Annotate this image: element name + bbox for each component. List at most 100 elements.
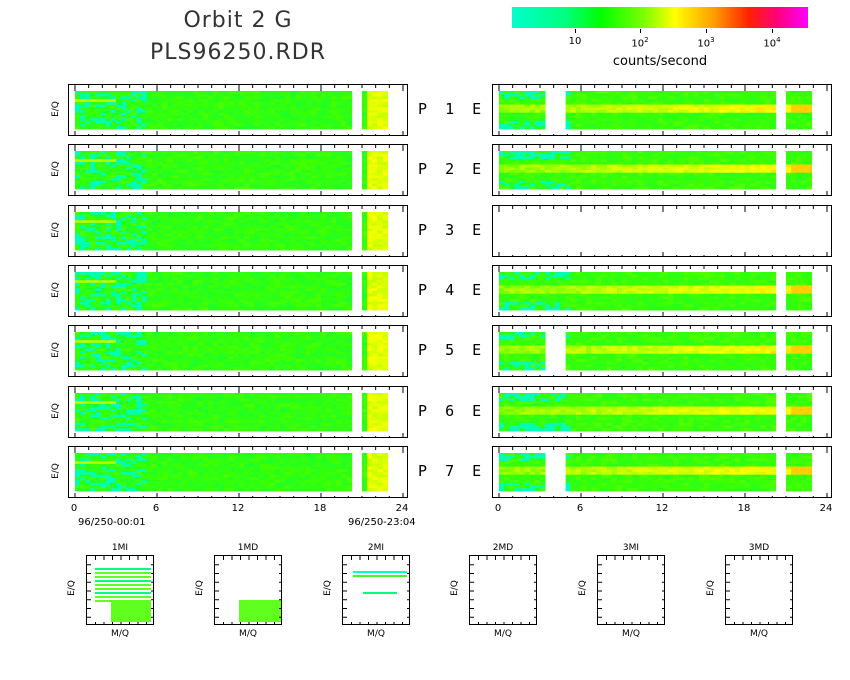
heatmap-cell (264, 288, 271, 292)
heatmap-cell (295, 170, 301, 174)
heatmap-cell (382, 159, 389, 163)
heatmap-cell (75, 153, 81, 157)
heatmap-cell (172, 272, 178, 276)
heatmap-cell (75, 285, 81, 289)
heatmap-cell (239, 304, 245, 308)
heatmap-cell (796, 104, 802, 108)
heatmap-cell (244, 233, 250, 237)
heatmap-cell (182, 288, 189, 292)
heatmap-cell (290, 236, 296, 240)
heatmap-cell (519, 175, 526, 179)
heatmap-cell (269, 118, 276, 122)
heatmap-cell (540, 159, 546, 163)
heatmap-cell (203, 156, 209, 160)
heatmap-cell (141, 178, 148, 182)
heatmap-cell (698, 93, 705, 97)
heatmap-cell (663, 93, 669, 97)
heatmap-cell (806, 175, 813, 179)
heatmap-cell (233, 280, 240, 284)
heatmap-cell (136, 291, 143, 295)
heatmap-cell (157, 183, 163, 187)
heatmap-cell (95, 115, 102, 119)
heatmap-cell (110, 151, 117, 155)
heatmap-cell (290, 159, 296, 163)
heatmap-cell (280, 225, 286, 229)
heatmap-cell (377, 96, 383, 100)
heatmap-cell (131, 222, 137, 226)
heatmap-cell (704, 161, 710, 165)
heatmap-cell (182, 291, 189, 295)
heatmap-cell (177, 220, 184, 224)
heatmap-cell (162, 123, 168, 127)
heatmap-cell (336, 217, 342, 221)
heatmap-cell (555, 161, 561, 165)
heatmap-cell (719, 153, 725, 157)
heatmap-cell (290, 239, 296, 243)
heatmap-cell (606, 107, 613, 111)
heatmap-cell (724, 164, 731, 168)
heatmap-cell (280, 115, 286, 119)
heatmap-cell (162, 167, 168, 171)
heatmap-cell (233, 212, 240, 216)
heatmap-cell (647, 118, 654, 122)
heatmap-cell (264, 282, 271, 286)
heatmap-cell (198, 186, 204, 190)
heatmap-cell (310, 110, 317, 114)
heatmap-cell (105, 107, 112, 111)
heatmap-cell (616, 115, 623, 119)
heatmap-cell (228, 175, 235, 179)
heatmap-cell (524, 96, 531, 100)
heatmap-cell (259, 239, 266, 243)
heatmap-cell (105, 233, 112, 237)
heatmap-cell (239, 274, 245, 278)
heatmap-cell (305, 101, 312, 105)
heatmap-cell (336, 99, 342, 103)
heatmap-cell (75, 101, 81, 105)
heatmap-cell (663, 164, 669, 168)
heatmap-cell (131, 101, 137, 105)
heatmap-cell (192, 180, 199, 184)
heatmap-cell (310, 101, 317, 105)
heatmap-cell (80, 239, 86, 243)
heatmap-cell (269, 293, 276, 297)
heatmap-cell (616, 123, 623, 127)
heatmap-cell (213, 126, 219, 130)
heatmap-cell (729, 101, 736, 105)
heatmap-cell (223, 123, 230, 127)
heatmap-cell (285, 231, 291, 235)
heatmap-cell (321, 101, 327, 105)
heatmap-cell (126, 293, 132, 297)
heatmap-cell (187, 167, 194, 171)
heatmap-cell (75, 217, 81, 221)
heatmap-cell (167, 291, 173, 295)
heatmap-cell (627, 115, 633, 119)
heatmap-cell (100, 156, 107, 160)
heatmap-cell (167, 307, 173, 311)
heatmap-cell (121, 101, 127, 105)
heatmap-cell (499, 104, 505, 108)
heatmap-cell (300, 153, 307, 157)
heatmap-cell (499, 180, 505, 184)
heatmap-cell (652, 115, 659, 119)
heatmap-cell (162, 280, 168, 284)
heatmap-cell (239, 99, 245, 103)
heatmap-cell (326, 110, 332, 114)
heatmap-cell (796, 112, 802, 116)
heatmap-cell (796, 170, 802, 174)
heatmap-cell (126, 164, 132, 168)
heatmap-cell (321, 110, 327, 114)
heatmap-cell (264, 274, 271, 278)
heatmap-cell (601, 101, 608, 105)
heatmap-cell (157, 214, 163, 218)
heatmap-cell (167, 99, 173, 103)
heatmap-cell (121, 299, 127, 303)
heatmap-cell (233, 115, 240, 119)
heatmap-cell (213, 220, 219, 224)
heatmap-cell (285, 247, 291, 251)
heatmap-cell (75, 175, 81, 179)
heatmap-cell (203, 170, 209, 174)
heatmap-cell (509, 93, 515, 97)
heatmap-cell (90, 301, 96, 305)
heatmap-cell (534, 175, 541, 179)
heatmap-cell (269, 156, 276, 160)
